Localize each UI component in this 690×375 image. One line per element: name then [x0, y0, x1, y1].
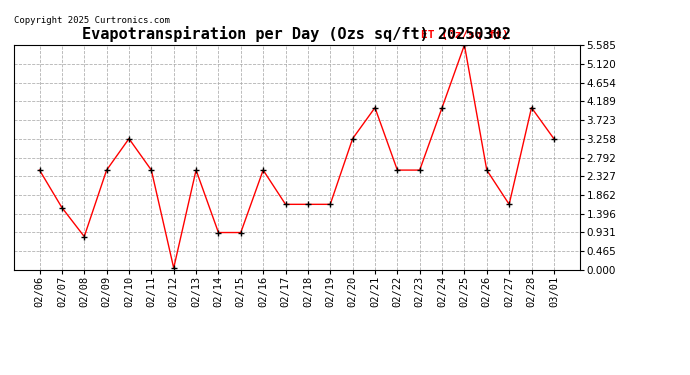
Text: ET (Oz/sq ft): ET (Oz/sq ft) — [421, 30, 509, 40]
Text: Copyright 2025 Curtronics.com: Copyright 2025 Curtronics.com — [14, 16, 170, 25]
Title: Evapotranspiration per Day (Ozs sq/ft) 20250302: Evapotranspiration per Day (Ozs sq/ft) 2… — [82, 27, 511, 42]
